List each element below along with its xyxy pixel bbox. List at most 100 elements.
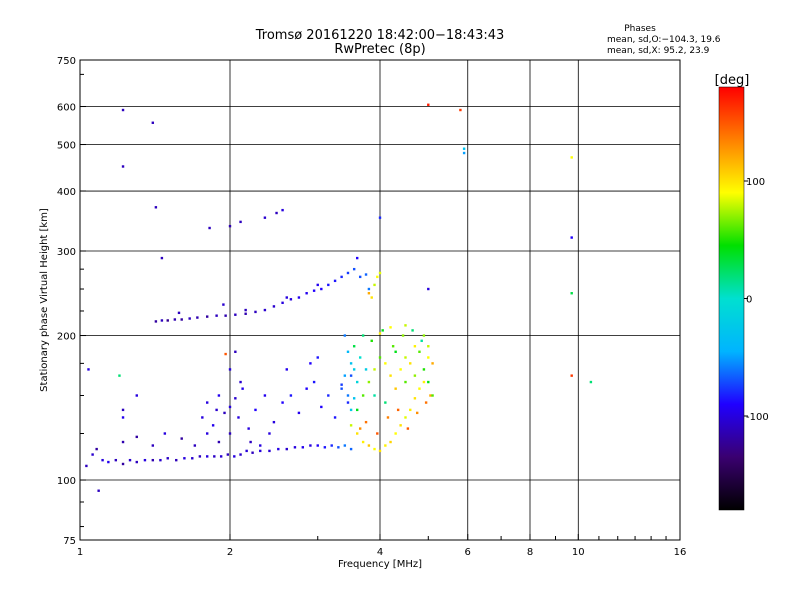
data-point [367, 380, 371, 384]
data-point [234, 350, 237, 353]
data-point [346, 350, 350, 353]
data-point [154, 320, 158, 323]
data-point [427, 103, 430, 106]
data-point [263, 216, 267, 219]
data-point [427, 345, 430, 348]
data-point [205, 455, 209, 458]
data-point [201, 416, 204, 419]
data-point [215, 408, 218, 412]
data-point [305, 387, 308, 390]
data-point [263, 308, 267, 312]
data-point [358, 275, 362, 279]
data-point [259, 449, 262, 453]
data-point [281, 401, 284, 404]
data-point [411, 329, 414, 332]
data-point [364, 420, 368, 424]
data-point [205, 401, 209, 404]
data-point [85, 464, 88, 468]
data-point [418, 350, 421, 353]
data-point [180, 318, 183, 321]
data-point [183, 457, 186, 460]
data-point [570, 292, 573, 295]
data-point [239, 380, 242, 384]
data-point [217, 394, 221, 397]
data-point [337, 446, 340, 449]
data-point [343, 444, 347, 447]
data-point [228, 432, 232, 435]
data-point [211, 424, 215, 427]
data-point [151, 121, 155, 124]
data-point [378, 356, 382, 359]
data-point [226, 453, 230, 456]
data-point [427, 287, 430, 291]
data-point [251, 451, 254, 454]
data-point [384, 362, 387, 365]
data-point [241, 387, 244, 390]
data-point [367, 292, 371, 295]
colorbar-tick-label: 100 [746, 177, 765, 188]
data-point [323, 446, 327, 449]
data-point [224, 352, 227, 356]
data-point [205, 315, 209, 318]
data-point [198, 455, 202, 458]
data-point [422, 334, 426, 337]
data-point [247, 427, 250, 430]
data-point [343, 374, 347, 377]
data-point [316, 444, 319, 447]
data-point [401, 334, 405, 337]
data-point [352, 368, 356, 371]
data-point [355, 408, 359, 412]
x-tick-label: 8 [527, 547, 533, 558]
data-point [370, 339, 373, 343]
data-point [208, 226, 211, 230]
data-point [135, 435, 138, 439]
data-point [370, 296, 373, 299]
data-point [107, 460, 110, 464]
data-point [305, 292, 308, 295]
data-point [228, 405, 232, 409]
x-tick-label: 6 [465, 547, 471, 558]
data-point [301, 446, 305, 449]
data-point [394, 387, 397, 390]
data-point [364, 368, 368, 371]
data-point [95, 447, 98, 451]
data-point [404, 380, 407, 384]
data-point [462, 147, 466, 150]
data-point [101, 458, 104, 462]
data-point [239, 453, 242, 456]
x-tick-label: 1 [77, 547, 83, 558]
data-point [215, 314, 218, 317]
data-point [327, 283, 330, 287]
data-point [228, 224, 232, 228]
data-point [394, 432, 397, 435]
data-point [391, 345, 395, 348]
data-point [263, 394, 267, 397]
data-point [373, 368, 376, 371]
data-point [121, 408, 125, 412]
data-point [349, 374, 353, 377]
data-point [355, 432, 359, 435]
data-point [352, 267, 356, 271]
stats-heading: Phases [624, 24, 656, 34]
data-point [237, 416, 240, 419]
data-point [386, 416, 390, 419]
data-point [254, 310, 257, 314]
data-point [373, 394, 376, 397]
data-point [330, 444, 333, 447]
data-point [355, 380, 359, 384]
data-point [121, 440, 125, 444]
data-point [373, 283, 376, 287]
data-point [121, 165, 125, 168]
data-point [163, 432, 167, 435]
data-point [316, 356, 319, 359]
data-point [340, 383, 343, 386]
grid-lines [80, 60, 680, 540]
data-point [245, 449, 248, 453]
data-point [420, 339, 423, 343]
data-point [346, 401, 350, 404]
data-point [297, 411, 301, 415]
data-point [151, 444, 155, 447]
data-point [121, 108, 125, 112]
data-point [289, 394, 293, 397]
data-point [259, 444, 262, 447]
